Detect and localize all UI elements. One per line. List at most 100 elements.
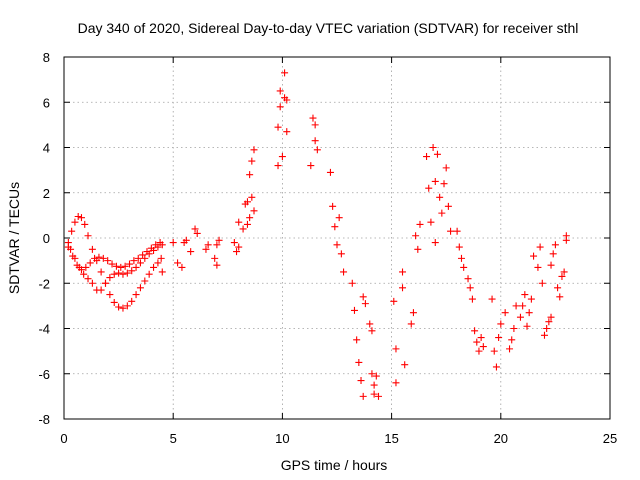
data-point — [126, 260, 134, 268]
data-point — [372, 372, 380, 380]
data-point — [359, 293, 367, 301]
data-point — [506, 345, 514, 353]
data-point — [475, 347, 483, 355]
data-point — [468, 295, 476, 303]
data-point — [311, 137, 319, 145]
data-point — [355, 358, 363, 366]
x-tick-label: 10 — [275, 431, 289, 446]
data-point — [556, 293, 564, 301]
data-point — [547, 313, 555, 321]
data-point — [235, 243, 243, 251]
data-point — [117, 263, 125, 271]
data-point — [359, 392, 367, 400]
data-point — [425, 184, 433, 192]
data-point — [281, 69, 289, 77]
data-point — [154, 259, 162, 267]
y-tick-label: 8 — [43, 50, 50, 65]
data-point — [193, 229, 201, 237]
data-point — [412, 232, 420, 240]
data-point — [409, 309, 417, 317]
data-point — [392, 379, 400, 387]
data-point — [134, 254, 142, 262]
data-point — [490, 347, 498, 355]
data-point — [235, 218, 243, 226]
data-point — [274, 123, 282, 131]
data-point — [276, 87, 284, 95]
data-point — [204, 241, 212, 249]
tick-layer: 0 5 10 15 20 25 -8 -6 -4 -2 0 2 4 6 8 — [38, 50, 617, 446]
data-point — [438, 209, 446, 217]
series-seg-15to18 — [390, 144, 455, 387]
data-point — [326, 168, 334, 176]
series-seg-18to20 — [453, 227, 520, 371]
data-point — [538, 279, 546, 287]
data-point — [329, 202, 337, 210]
data-point — [357, 377, 365, 385]
data-point — [157, 254, 165, 262]
data-point — [174, 259, 182, 267]
data-point — [401, 361, 409, 369]
data-point — [562, 232, 570, 240]
data-point — [473, 338, 481, 346]
data-point — [110, 270, 118, 278]
data-point — [427, 218, 435, 226]
data-point — [233, 248, 241, 256]
data-point — [213, 261, 221, 269]
data-point — [187, 248, 195, 256]
series-seg-12to14 — [326, 168, 382, 400]
data-point — [77, 214, 85, 222]
data-point — [121, 262, 129, 270]
data-point — [307, 162, 315, 170]
data-point — [536, 243, 544, 251]
data-point — [399, 268, 407, 276]
data-point — [274, 162, 282, 170]
x-tick-label: 15 — [384, 431, 398, 446]
data-point — [108, 260, 116, 268]
x-tick-label: 20 — [494, 431, 508, 446]
data-point — [497, 320, 505, 328]
data-point — [91, 254, 99, 262]
data-point — [213, 241, 221, 249]
data-point — [414, 245, 422, 253]
data-point — [88, 279, 96, 287]
data-point — [141, 254, 149, 262]
data-point — [211, 254, 219, 262]
data-point — [136, 284, 144, 292]
data-point — [390, 297, 398, 305]
data-point — [431, 239, 439, 247]
data-point — [527, 295, 535, 303]
data-point — [440, 180, 448, 188]
data-point — [368, 327, 376, 335]
data-point — [460, 263, 468, 271]
series-seg-5to9 — [169, 146, 258, 271]
data-point — [309, 114, 317, 122]
data-point — [123, 302, 131, 310]
data-point — [407, 320, 415, 328]
data-point — [71, 218, 79, 226]
data-point — [501, 309, 509, 317]
data-point — [523, 322, 531, 330]
data-point — [115, 303, 123, 311]
data-point — [333, 241, 341, 249]
data-points — [64, 69, 570, 400]
data-point — [136, 259, 144, 267]
data-point — [169, 239, 177, 247]
data-point — [547, 261, 555, 269]
y-tick-label: -4 — [38, 322, 50, 337]
data-point — [457, 254, 465, 262]
data-point — [283, 96, 291, 104]
series-seg-10to12 — [274, 69, 321, 170]
data-point — [75, 263, 83, 271]
data-point — [202, 245, 210, 253]
data-point — [80, 270, 88, 278]
data-point — [368, 370, 376, 378]
data-point — [82, 263, 90, 271]
data-point — [453, 227, 461, 235]
data-point — [366, 320, 374, 328]
data-point — [348, 279, 356, 287]
data-point — [243, 198, 251, 206]
data-point — [86, 259, 94, 267]
data-point — [560, 268, 568, 276]
data-point — [361, 300, 369, 308]
